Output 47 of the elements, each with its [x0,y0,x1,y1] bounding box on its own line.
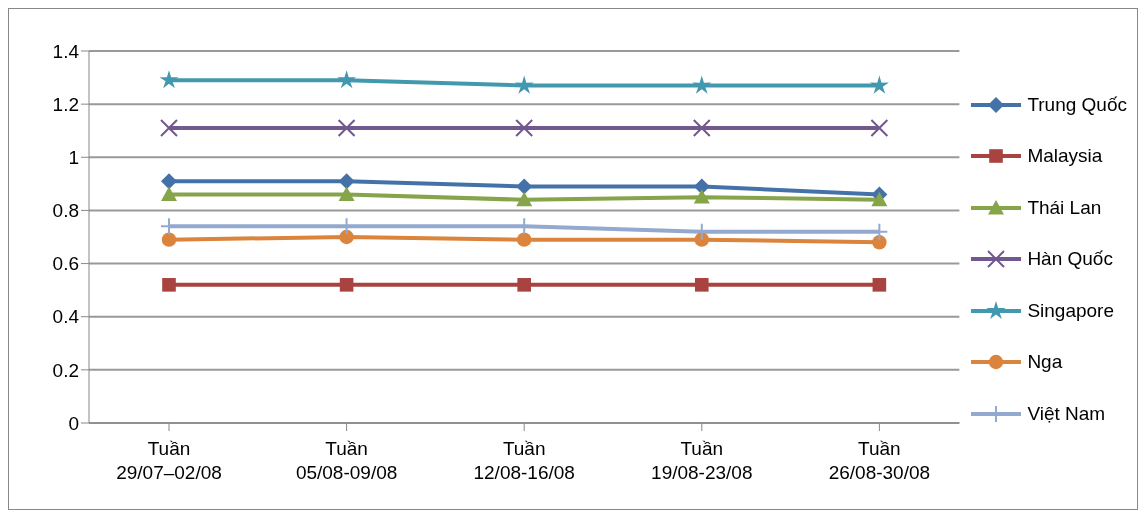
legend-label: Hàn Quốc [1027,248,1113,270]
point [159,70,179,89]
y-tick-label: 0.2 [52,359,79,381]
point [338,173,355,190]
point [516,191,533,207]
point [517,278,531,292]
point [337,119,356,138]
legend-label: Singapore [1027,299,1114,322]
x-tick-label: Tuần 26/08-30/08 [828,438,931,483]
point [515,119,534,138]
point [162,278,176,292]
point [161,173,177,190]
point [161,186,177,201]
point [693,189,710,204]
point [872,278,887,292]
point [692,75,712,94]
point [514,75,534,94]
x-tick-label: Tuần 05/08-09/08 [295,438,398,483]
y-tick-label: 1 [68,147,79,169]
legend-label: Nga [1027,351,1063,373]
point [692,119,711,138]
point [516,178,533,195]
x-tick-label: Tuần 19/08-23/08 [651,438,753,483]
y-tick-label: 1.4 [52,40,80,62]
point [161,232,177,247]
y-tick-label: 0 [68,412,79,434]
y-tick-label: 1.2 [52,93,79,115]
y-tick-label: 0.6 [52,253,79,275]
x-tick-label: Tuần 29/07–02/08 [116,438,222,483]
point [870,119,889,138]
point [160,119,178,138]
point [338,186,355,201]
point [869,75,889,94]
point [694,278,709,292]
point [339,229,354,245]
point [516,232,532,247]
legend-label: Thái Lan [1027,196,1102,219]
legend-label: Trung Quốc [1027,93,1127,116]
point [339,278,354,292]
y-tick-label: 0.4 [52,306,80,328]
x-tick-label: Tuần 12/08-16/08 [473,438,575,483]
y-tick-label: 0.8 [52,200,79,222]
legend-label: Việt Nam [1027,402,1106,425]
point [337,70,357,89]
point [871,191,888,207]
point [872,235,887,250]
legend-label: Malaysia [1027,145,1103,167]
